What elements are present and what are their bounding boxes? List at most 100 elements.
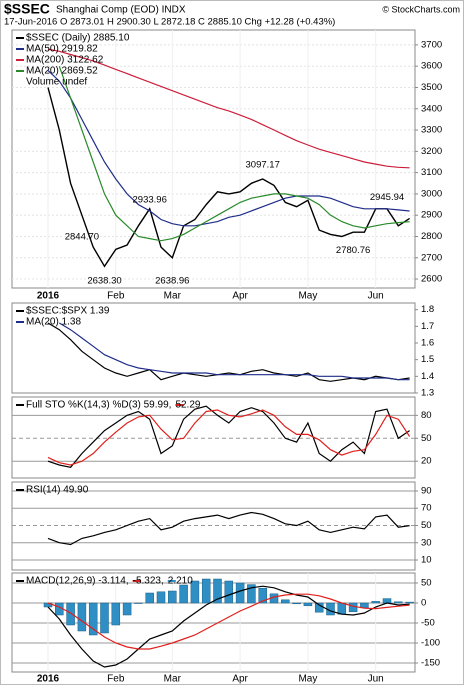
histogram-bar [213,578,222,604]
credit: © StockCharts.com [382,4,460,14]
price-annotation: 3097.17 [246,160,280,171]
y-tick-label: 3300 [421,125,442,136]
symbol: $SSEC [4,1,50,17]
histogram-bar [303,602,313,607]
series-line [47,409,411,466]
y-tick-label: 2600 [421,274,442,285]
series-line [47,322,410,382]
y-tick-label: 2800 [421,231,442,242]
series-line [47,593,410,650]
x-tick-label: Jun [368,291,384,302]
histogram-bar [111,602,121,626]
y-tick-label: 80 [421,410,432,421]
y-tick-label: 1.4 [421,371,434,382]
price-annotation: 2933.96 [133,194,167,205]
histogram-bar [247,584,256,604]
legend-label: MA(20) 2869.52 [26,66,98,77]
panel [11,481,416,571]
y-tick-label: 1.6 [421,338,434,349]
y-tick-label: 1.7 [421,321,434,332]
histogram-bar [405,601,414,604]
legend-label: Full STO %K(14,3) %D(3) 59.99, [26,400,171,411]
y-tick-label: 50 [421,433,432,444]
price-annotation: 2945.94 [370,192,404,203]
y-tick-label: 3500 [421,82,442,93]
legend-label: RSI(14) 49.90 [26,485,89,496]
series-line [47,69,410,227]
y-tick-label: 3000 [421,188,442,199]
series-line [47,48,410,169]
histogram-bar [337,602,347,615]
histogram-bar [348,602,358,613]
series-line [58,65,410,242]
histogram-bar [190,580,200,604]
histogram-bar [122,602,132,616]
x-tick-label: Feb [107,674,125,685]
panel [11,29,416,289]
x-tick-label: Mar [164,291,182,302]
legend-label: MA(200) 3122.62 [26,55,104,66]
series-line [47,405,410,468]
legend-label: $SSEC (Daily) 2885.10 [26,33,130,44]
legend-label: 2.210 [168,576,193,587]
x-tick-label: 2016 [37,291,60,302]
series-line [47,87,410,268]
histogram-bar [168,590,177,604]
histogram-bar [179,584,188,604]
histogram-bar [145,592,154,604]
x-tick-label: Feb [107,291,125,302]
price-annotation: 2780.76 [336,245,370,256]
y-tick-label: 2900 [421,210,442,221]
y-tick-label: 3600 [421,61,442,72]
x-tick-label: Apr [232,674,248,685]
legend-label: MACD(12,26,9) -3.114, [26,576,129,587]
price-annotation: 2638.96 [155,275,189,286]
series-line [58,322,410,381]
price-annotation: 2638.30 [87,275,121,286]
histogram-bar [77,602,87,632]
legend-label: $SSEC:$SPX 1.39 [26,306,110,317]
y-tick-label: 1.5 [421,354,434,365]
histogram-bar [281,599,290,604]
price-annotation: 2844.70 [65,231,99,242]
y-tick-label: 3100 [421,167,442,178]
histogram-bar [201,578,211,604]
y-tick-label: 10 [421,555,432,566]
series-line [47,511,410,546]
y-tick-label: 2700 [421,252,442,263]
legend-note: Volume undef [26,77,87,88]
legend-label: -5.323, [133,576,164,587]
y-tick-label: 0 [421,598,426,609]
y-tick-label: 3700 [421,39,442,50]
y-tick-label: -150 [421,658,440,669]
y-tick-label: -100 [421,638,440,649]
series-line [47,585,410,668]
x-tick-label: Apr [232,291,248,302]
histogram-bar [88,602,98,636]
histogram-bar [224,580,234,604]
histogram-bar [100,602,109,634]
quote: 17-Jun-2016 O 2873.01 H 2900.30 L 2872.1… [4,17,335,28]
legend-label: MA(20) 1.38 [26,317,81,328]
y-tick-label: 1.8 [421,304,434,315]
histogram-bar [371,601,380,604]
y-tick-label: 30 [421,537,432,548]
y-tick-label: 50 [421,578,432,589]
histogram-bar [66,602,75,626]
y-tick-label: 70 [421,503,432,514]
x-tick-label: Mar [164,674,182,685]
histogram-bar [156,591,166,604]
index-name: Shanghai Comp (EOD) INDX [56,5,186,16]
y-tick-label: 90 [421,485,432,496]
histogram-bar [394,601,403,604]
y-tick-label: 50 [421,520,432,531]
histogram-bar [134,602,143,604]
legend-label: 52.29 [175,400,200,411]
x-tick-label: 2016 [37,674,60,685]
y-tick-label: 1.3 [421,388,434,399]
histogram-bar [360,602,369,609]
y-tick-label: -50 [421,618,435,629]
histogram-bar [292,602,301,605]
y-tick-label: 20 [421,456,432,467]
